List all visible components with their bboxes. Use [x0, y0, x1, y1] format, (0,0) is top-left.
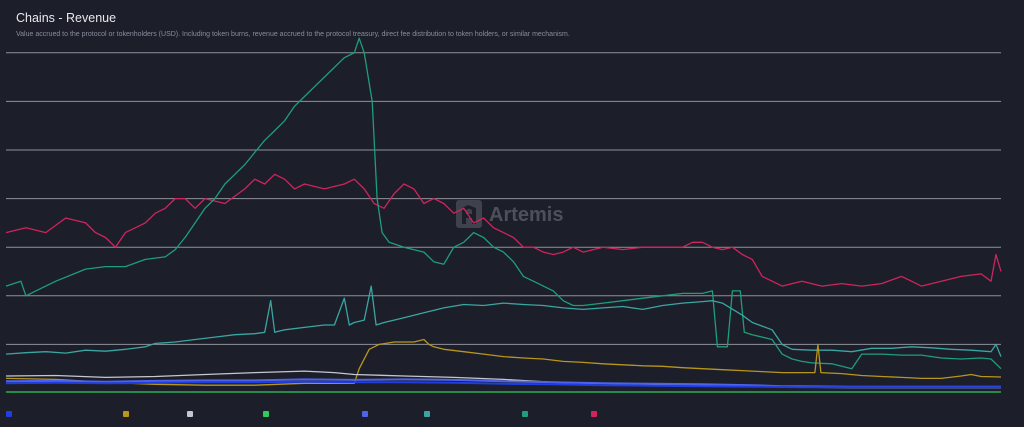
legend-swatch[interactable] — [424, 411, 430, 417]
series-blue-line — [5, 380, 1001, 389]
series-green-line — [5, 37, 1002, 370]
chart-subtitle: Value accrued to the protocol or tokenho… — [16, 31, 570, 38]
line-chart: Artemis — [5, 37, 1002, 393]
legend-swatch[interactable] — [123, 411, 129, 417]
series-teal-line — [5, 285, 1002, 357]
legend-swatch[interactable] — [522, 411, 528, 417]
legend — [0, 411, 1024, 421]
legend-swatch[interactable] — [6, 411, 12, 417]
watermark: Artemis — [456, 200, 563, 228]
legend-swatch[interactable] — [263, 411, 269, 417]
artemis-logo-icon — [456, 200, 482, 228]
chart-title: Chains - Revenue — [16, 11, 117, 25]
legend-swatch[interactable] — [187, 411, 193, 417]
legend-swatch[interactable] — [362, 411, 368, 417]
series-gold-line — [5, 338, 1002, 386]
series-crimson-line — [5, 173, 1002, 287]
series-silver-line — [5, 370, 1001, 389]
series-lines — [5, 37, 1002, 393]
legend-swatch[interactable] — [591, 411, 597, 417]
watermark-text: Artemis — [489, 204, 563, 226]
gridlines — [6, 52, 1001, 345]
